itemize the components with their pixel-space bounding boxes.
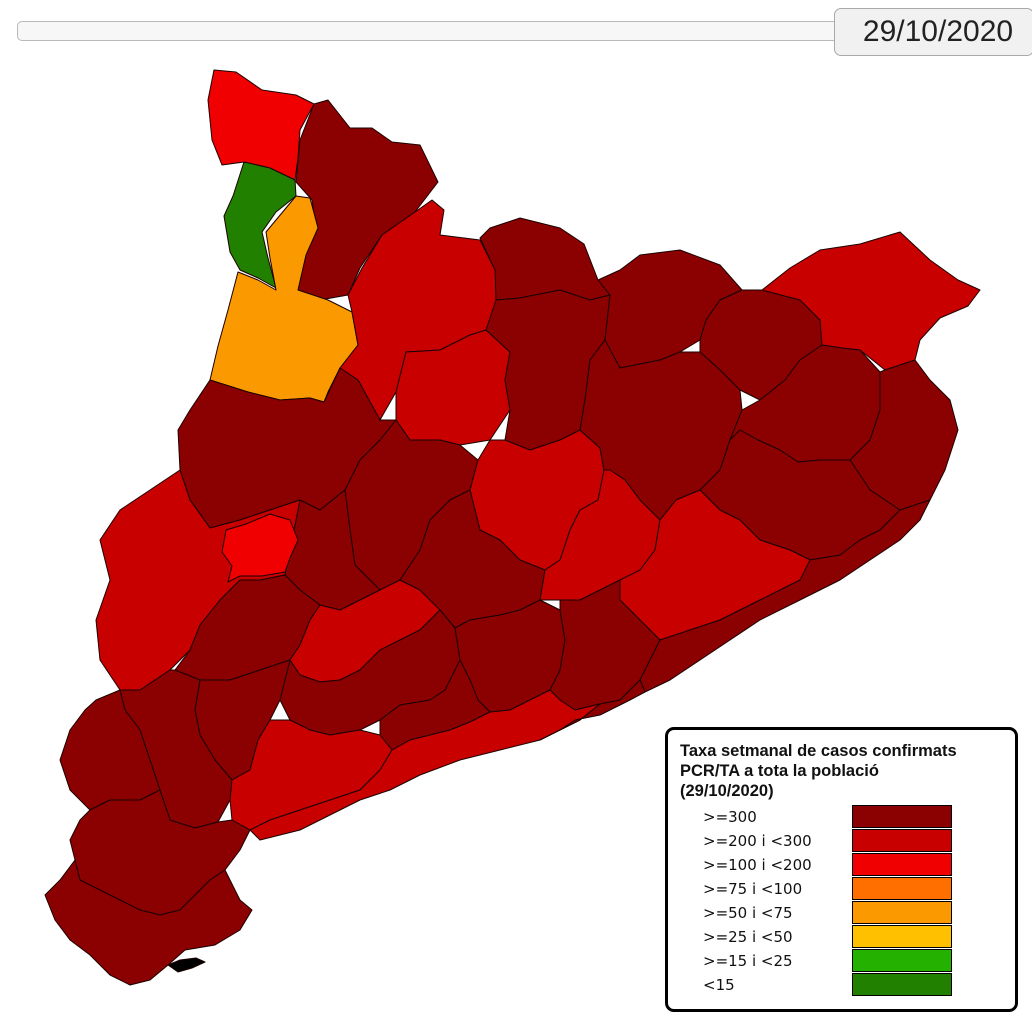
legend-item: >=75 i <100 xyxy=(668,877,1015,901)
region-delta-spit[interactable] xyxy=(167,957,206,973)
legend-item: >=100 i <200 xyxy=(668,853,1015,877)
legend-title-line-2: PCR/TA a tota la població xyxy=(680,762,879,780)
legend-item: >=25 i <50 xyxy=(668,925,1015,949)
legend-item: >=300 xyxy=(668,805,1015,829)
legend-item: >=200 i <300 xyxy=(668,829,1015,853)
legend-item-swatch xyxy=(852,949,952,972)
region-val-d-aran[interactable] xyxy=(207,69,315,181)
legend-item-label: >=200 i <300 xyxy=(703,832,812,850)
region-cerdanya[interactable] xyxy=(479,217,611,301)
map-legend: Taxa setmanal de casos confirmats PCR/TA… xyxy=(665,727,1018,1012)
legend-item-label: >=100 i <200 xyxy=(703,856,812,874)
region-tarragones[interactable] xyxy=(249,689,601,841)
legend-item: >=50 i <75 xyxy=(668,901,1015,925)
legend-title-line-1: Taxa setmanal de casos confirmats xyxy=(680,742,957,760)
region-pallars-sobira[interactable] xyxy=(295,99,439,301)
date-display-text: 29/10/2020 xyxy=(862,15,1014,48)
legend-item-swatch xyxy=(852,877,952,900)
legend-item-swatch xyxy=(852,853,952,876)
legend-item-label: >=300 xyxy=(703,808,757,826)
legend-item-label: >=15 i <25 xyxy=(703,952,793,970)
legend-item-label: >=75 i <100 xyxy=(703,880,803,898)
legend-title: Taxa setmanal de casos confirmats PCR/TA… xyxy=(680,741,1010,801)
legend-item-swatch xyxy=(852,901,952,924)
legend-item-swatch xyxy=(852,925,952,948)
legend-item-swatch xyxy=(852,829,952,852)
region-lleida[interactable] xyxy=(221,513,299,583)
legend-item-label: >=50 i <75 xyxy=(703,904,793,922)
legend-item-swatch xyxy=(852,973,952,996)
region-maresme[interactable] xyxy=(639,499,931,693)
legend-item: >=15 i <25 xyxy=(668,949,1015,973)
legend-item: <15 xyxy=(668,973,1015,997)
legend-item-label: <15 xyxy=(703,976,735,994)
legend-item-swatch xyxy=(852,805,952,828)
date-display-box: 29/10/2020 xyxy=(834,8,1032,56)
region-garraf[interactable] xyxy=(539,679,646,741)
region-montsia[interactable] xyxy=(44,859,253,986)
legend-item-label: >=25 i <50 xyxy=(703,928,793,946)
legend-title-line-3: (29/10/2020) xyxy=(680,782,774,800)
